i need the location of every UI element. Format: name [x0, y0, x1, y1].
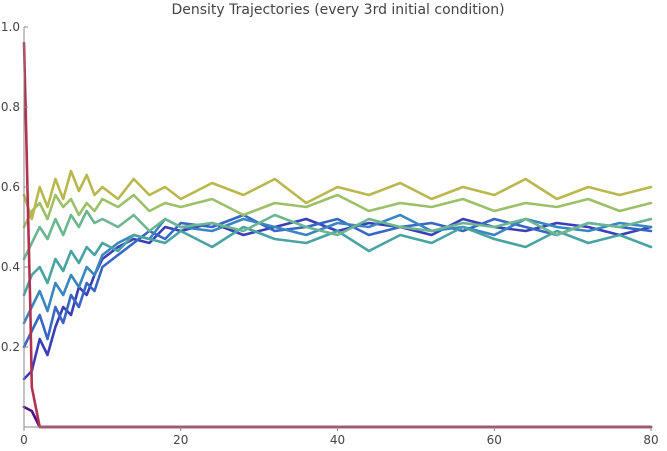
ticks-layer: 0 20 40 60 80 0.2 0.4 0.6 0.8 1.0 [1, 20, 659, 447]
y-tick-label: 0.2 [1, 340, 20, 354]
series-line-0 [22, 405, 653, 429]
series-line-6 [22, 193, 653, 229]
series-line-5 [22, 209, 653, 261]
y-tick-label: 1.0 [1, 20, 20, 34]
series-line-7 [22, 169, 653, 221]
y-tick-label: 0.6 [1, 180, 20, 194]
x-tick-label: 80 [643, 433, 658, 447]
y-tick-label: 0.8 [1, 100, 20, 114]
series-line-4 [22, 225, 653, 297]
chart-title: Density Trajectories (every 3rd initial … [171, 2, 504, 18]
series-line-2 [22, 213, 653, 349]
series-layer [22, 41, 653, 429]
x-tick-label: 0 [20, 433, 28, 447]
y-tick-label: 0.4 [1, 260, 20, 274]
x-tick-label: 20 [173, 433, 188, 447]
x-tick-label: 40 [330, 433, 345, 447]
x-tick-label: 60 [487, 433, 502, 447]
